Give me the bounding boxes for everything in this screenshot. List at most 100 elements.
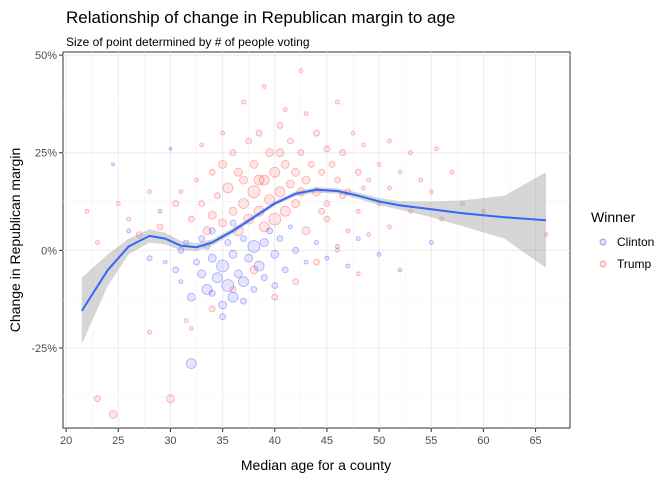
point-trump-90 xyxy=(355,271,361,277)
point-trump-96 xyxy=(220,130,226,136)
point-trump-56 xyxy=(318,168,326,176)
point-trump-36 xyxy=(258,221,270,233)
point-trump-84 xyxy=(229,285,237,293)
point-clinton-47 xyxy=(208,227,216,235)
point-clinton-48 xyxy=(229,219,237,227)
point-clinton-44 xyxy=(376,251,382,257)
legend-label-clinton: Clinton xyxy=(617,235,654,249)
x-tick-label: 30 xyxy=(164,435,176,447)
point-trump-21 xyxy=(218,159,228,169)
grid xyxy=(63,52,570,428)
point-clinton-27 xyxy=(247,239,261,253)
point-trump-22 xyxy=(218,218,228,228)
confidence-band xyxy=(81,172,547,345)
point-clinton-34 xyxy=(276,235,284,243)
point-trump-28 xyxy=(238,198,249,209)
point-clinton-40 xyxy=(324,255,330,261)
point-trump-52 xyxy=(303,111,309,117)
point-trump-67 xyxy=(360,142,366,148)
point-clinton-53 xyxy=(177,246,185,254)
point-trump-72 xyxy=(387,185,392,191)
point-clinton-5 xyxy=(172,266,180,274)
point-trump-50 xyxy=(297,149,305,157)
point-clinton-32 xyxy=(266,227,274,235)
point-trump-31 xyxy=(247,185,261,199)
point-trump-19 xyxy=(207,210,217,220)
point-trump-92 xyxy=(188,325,194,331)
point-trump-27 xyxy=(239,175,248,185)
point-clinton-15 xyxy=(208,289,216,297)
point-trump-81 xyxy=(460,201,465,206)
point-clinton-18 xyxy=(218,300,228,310)
legend: Winner Clinton Trump xyxy=(591,209,654,271)
point-trump-18 xyxy=(208,168,216,176)
point-trump-17 xyxy=(202,226,212,236)
point-trump-35 xyxy=(258,174,270,186)
point-trump-80 xyxy=(449,169,455,175)
legend-key-trump xyxy=(599,260,607,268)
point-clinton-11 xyxy=(197,269,207,279)
point-trump-78 xyxy=(434,146,439,152)
x-tick-label: 45 xyxy=(321,435,333,447)
y-tick-label: 25% xyxy=(35,148,57,160)
point-trump-99 xyxy=(323,215,331,223)
y-tick-label: 50% xyxy=(35,50,57,62)
point-clinton-35 xyxy=(281,266,289,274)
chart-title: Relationship of change in Republican mar… xyxy=(66,8,455,27)
point-trump-74 xyxy=(407,208,413,214)
point-trump-32 xyxy=(249,159,259,169)
point-clinton-41 xyxy=(334,243,340,249)
point-trump-83 xyxy=(543,232,549,238)
point-trump-61 xyxy=(334,99,340,105)
point-clinton-6 xyxy=(178,279,184,285)
point-clinton-2 xyxy=(146,255,153,262)
point-trump-71 xyxy=(387,138,392,144)
point-trump-64 xyxy=(350,130,356,136)
point-clinton-1 xyxy=(126,228,132,234)
point-trump-11 xyxy=(172,200,180,207)
point-clinton-17 xyxy=(216,259,230,273)
smooth-line xyxy=(80,188,547,312)
point-clinton-39 xyxy=(314,240,319,245)
plot-panel xyxy=(62,51,571,429)
point-trump-20 xyxy=(213,192,221,200)
point-trump-44 xyxy=(279,205,291,217)
point-trump-68 xyxy=(366,177,372,183)
point-trump-41 xyxy=(276,122,284,129)
point-trump-14 xyxy=(187,215,195,223)
x-tick-label: 50 xyxy=(373,435,385,447)
legend-label-trump: Trump xyxy=(617,257,652,271)
x-axis: 20 25 30 35 40 45 50 55 60 65 xyxy=(60,428,542,447)
point-trump-13 xyxy=(183,318,189,324)
point-clinton-7 xyxy=(183,239,190,246)
point-trump-42 xyxy=(274,186,286,198)
point-trump-39 xyxy=(269,166,281,178)
point-trump-88 xyxy=(313,258,320,266)
point-clinton-9 xyxy=(185,358,197,370)
point-clinton-33 xyxy=(270,249,280,259)
point-trump-77 xyxy=(428,189,434,195)
point-clinton-45 xyxy=(397,267,403,273)
point-clinton-46 xyxy=(428,240,434,245)
point-clinton-28 xyxy=(250,285,258,293)
point-trump-55 xyxy=(313,129,320,137)
point-clinton-37 xyxy=(292,246,300,254)
x-tick-label: 40 xyxy=(269,435,281,447)
point-trump-46 xyxy=(285,179,295,189)
point-clinton-24 xyxy=(240,235,247,243)
point-trump-76 xyxy=(418,177,424,183)
point-trump-24 xyxy=(228,206,238,216)
point-trump-23 xyxy=(222,182,234,194)
point-clinton-14 xyxy=(207,253,217,263)
point-trump-1 xyxy=(95,240,100,245)
point-trump-4 xyxy=(115,201,121,206)
point-clinton-22 xyxy=(227,291,239,303)
point-trump-29 xyxy=(245,137,253,145)
point-trump-86 xyxy=(271,293,279,301)
point-clinton-21 xyxy=(228,249,238,259)
point-clinton-38 xyxy=(303,259,309,265)
point-trump-65 xyxy=(354,168,362,176)
point-trump-101 xyxy=(366,232,372,238)
point-trump-107 xyxy=(318,207,326,215)
